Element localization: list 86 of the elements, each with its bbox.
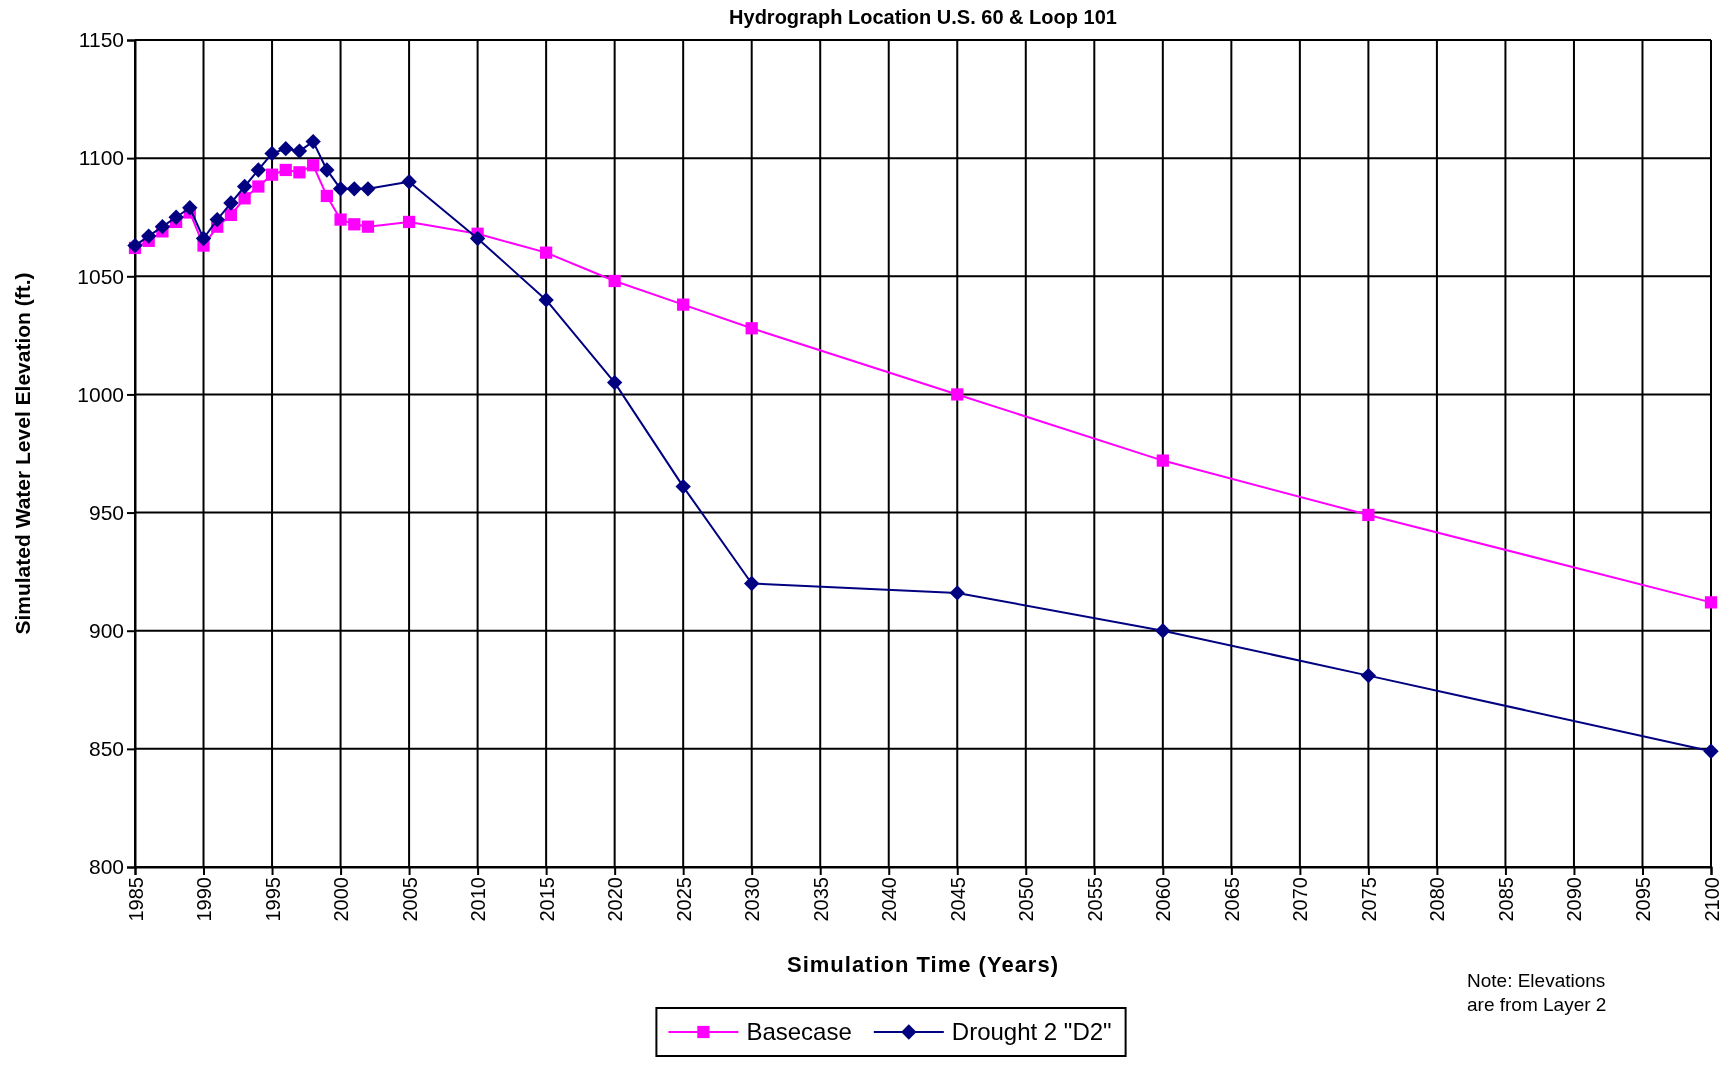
point — [307, 159, 320, 172]
y-axis-title: Simulated Water Level Elevation (ft.) — [11, 272, 34, 635]
point — [360, 181, 376, 197]
point — [264, 145, 280, 162]
point — [1360, 667, 1377, 684]
y-tick-label: 850 — [88, 737, 124, 761]
point — [1703, 743, 1719, 759]
x-tick-label: 1985 — [124, 877, 147, 922]
point — [265, 168, 279, 181]
x-tick-label: 2065 — [1220, 877, 1243, 922]
point — [291, 143, 308, 159]
legend-label: Basecase — [746, 1018, 852, 1046]
x-tick-label: 2050 — [1015, 877, 1038, 922]
x-tick-label: 2045 — [946, 877, 969, 922]
y-tick-label: 1100 — [78, 146, 124, 170]
point — [332, 181, 349, 197]
point — [224, 208, 238, 221]
x-tick-label: 1995 — [261, 877, 284, 922]
x-tick-label: 2010 — [467, 877, 490, 922]
point — [236, 178, 253, 195]
x-tick-label: 2055 — [1083, 877, 1106, 922]
y-tick-label: 950 — [88, 500, 124, 524]
point — [168, 209, 184, 225]
y-tick-label: 1150 — [78, 28, 124, 52]
x-tick-label: 2035 — [809, 877, 832, 922]
point — [401, 174, 417, 190]
point — [195, 230, 212, 247]
point — [361, 220, 375, 233]
point — [154, 219, 171, 235]
point — [469, 230, 486, 247]
x-tick-label: 2085 — [1494, 877, 1517, 922]
point — [951, 388, 964, 401]
point — [606, 374, 623, 391]
x-tick-label: 2000 — [330, 877, 353, 922]
point — [402, 215, 416, 229]
y-tick-label: 1000 — [77, 382, 124, 406]
point — [305, 133, 321, 150]
x-tick-label: 1990 — [193, 877, 216, 922]
x-axis-title: Simulation Time (Years) — [786, 952, 1060, 977]
x-tick-label: 2080 — [1426, 877, 1449, 922]
point — [949, 585, 965, 601]
x-tick-label: 2070 — [1289, 877, 1312, 922]
text: Note: Elevations are from Layer 2 — [1467, 970, 1607, 1015]
point — [1362, 508, 1375, 522]
point — [608, 274, 621, 288]
x-tick-label: 2095 — [1631, 877, 1654, 922]
x-tick-label: 2030 — [741, 877, 764, 922]
x-tick-label: 2005 — [398, 877, 421, 922]
point — [675, 478, 691, 495]
point — [1156, 454, 1169, 467]
point — [278, 141, 294, 157]
x-tick-label: 2090 — [1563, 877, 1586, 922]
y-tick-label: 900 — [88, 618, 124, 642]
point — [1704, 596, 1718, 609]
point — [744, 575, 760, 592]
point — [141, 228, 157, 244]
point — [238, 192, 251, 205]
point — [223, 195, 239, 211]
x-tick-label: 2060 — [1152, 877, 1175, 922]
y-tick-label: 800 — [88, 855, 124, 879]
chart-title: Hydrograph Location U.S. 60 & Loop 101 — [729, 6, 1117, 28]
point — [319, 162, 335, 178]
x-tick-label: 2020 — [604, 877, 627, 922]
point — [279, 163, 292, 177]
point — [182, 200, 198, 216]
x-tick-label: 2100 — [1700, 877, 1723, 922]
x-tick-label: 2025 — [672, 877, 695, 922]
point — [250, 162, 267, 178]
x-tick-label: 2075 — [1357, 877, 1380, 922]
point — [346, 181, 362, 197]
point — [252, 180, 265, 193]
point — [538, 292, 554, 308]
point — [320, 189, 333, 203]
point — [127, 237, 143, 254]
x-tick-label: 2040 — [878, 877, 901, 922]
point — [540, 246, 553, 259]
point — [209, 211, 225, 228]
point — [334, 213, 347, 226]
point — [745, 322, 758, 335]
point — [1155, 623, 1171, 639]
y-tick-label: 1050 — [77, 264, 124, 288]
point — [677, 298, 690, 311]
point — [348, 218, 361, 231]
x-tick-label: 2015 — [535, 877, 558, 922]
legend-label: Drought 2 "D2" — [951, 1018, 1112, 1046]
point — [293, 166, 306, 179]
